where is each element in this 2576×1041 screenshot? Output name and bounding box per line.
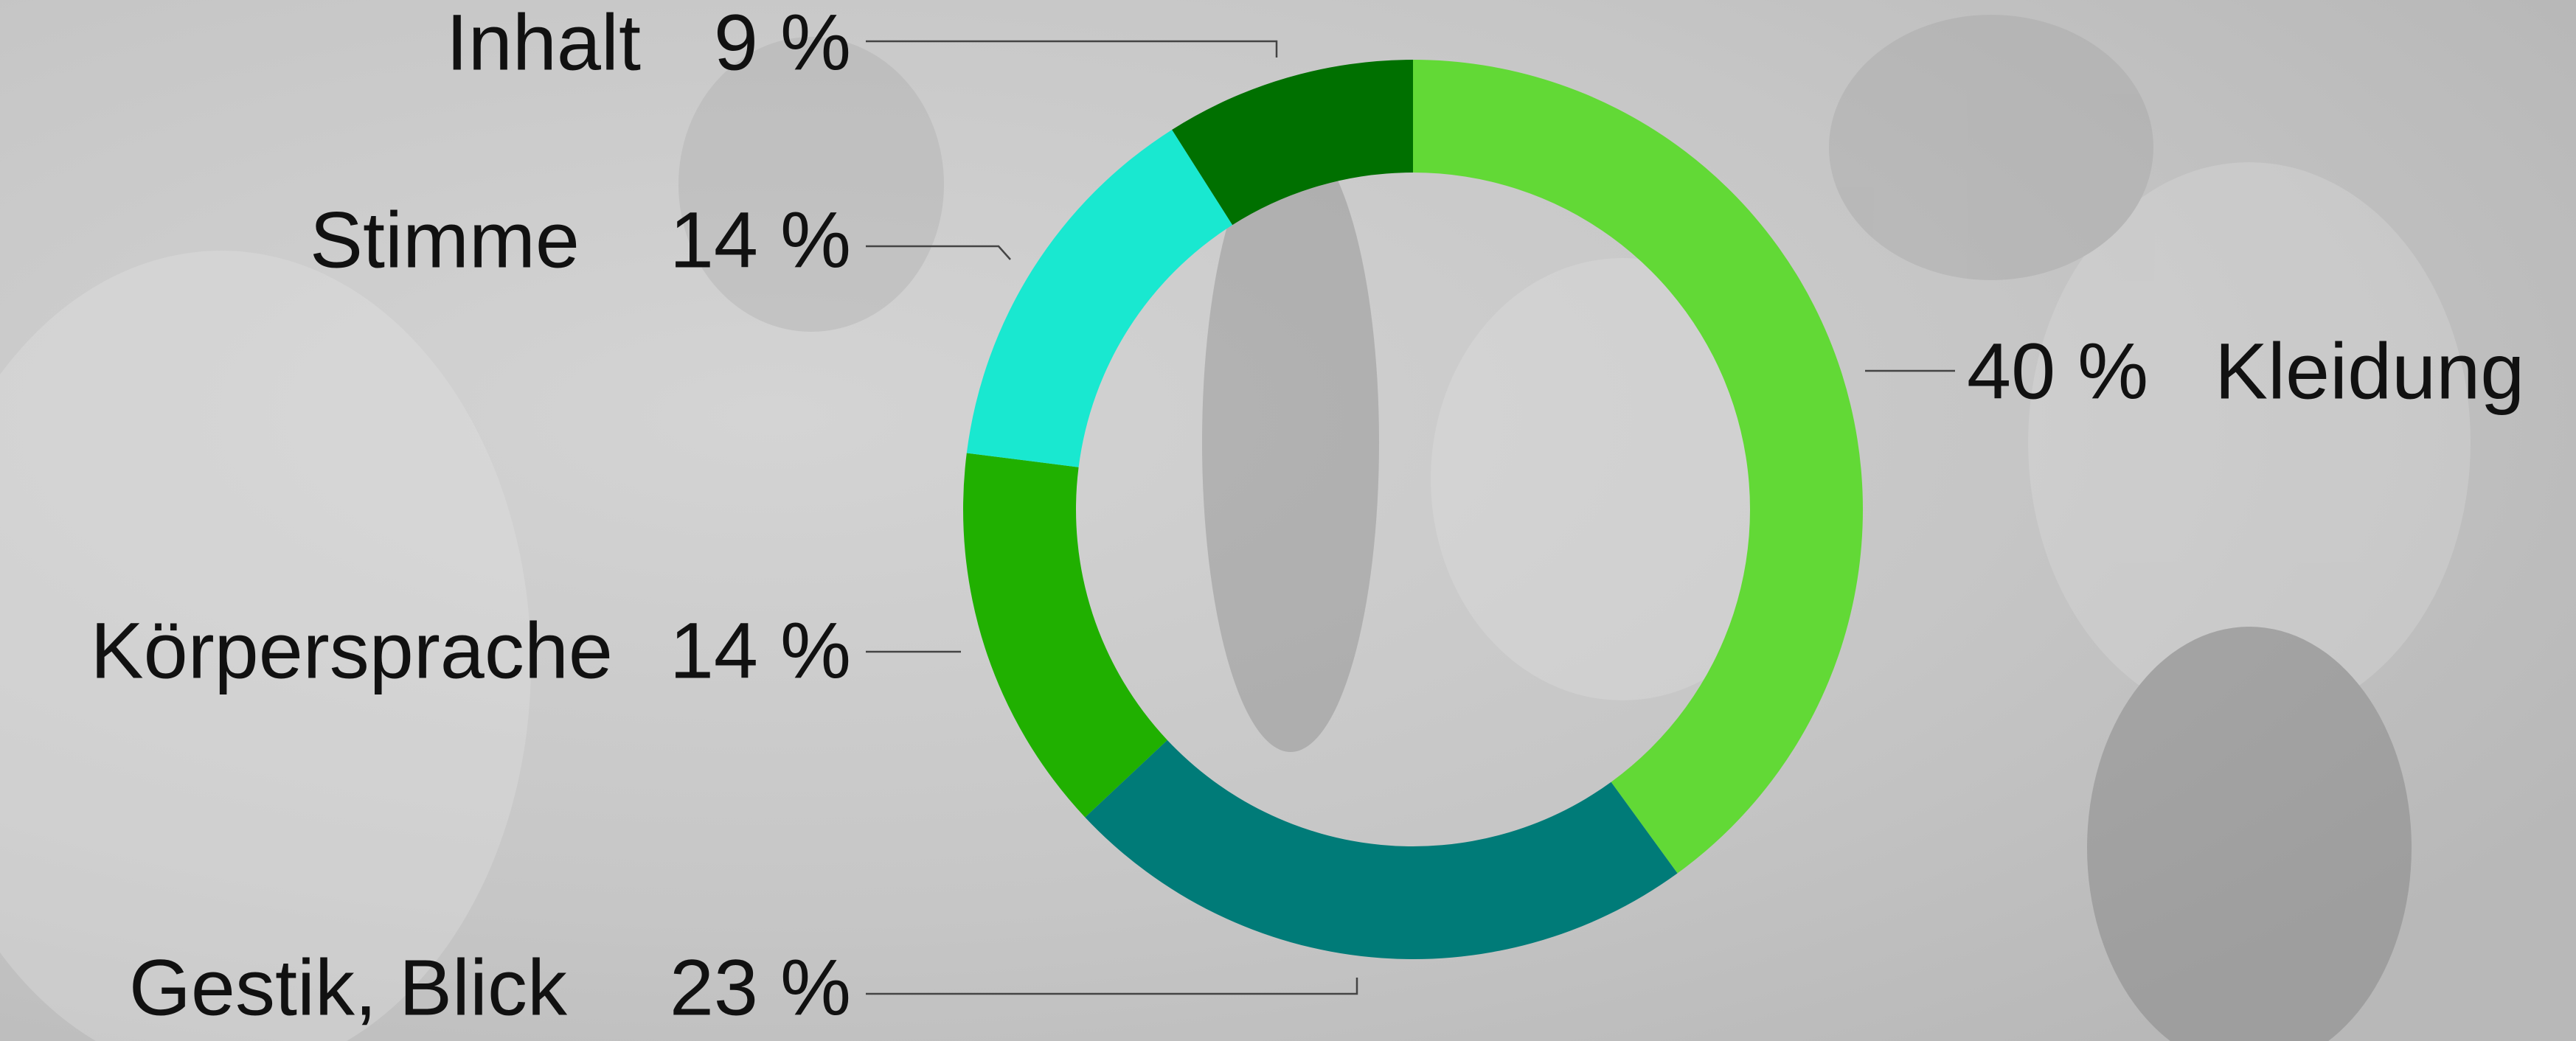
value-label: 14 % xyxy=(670,606,851,695)
category-label: Kleidung xyxy=(2215,327,2524,416)
value-label: 23 % xyxy=(670,943,851,1032)
value-label: 40 % xyxy=(1967,327,2148,416)
category-label: Körpersprache xyxy=(91,606,613,695)
page: 40 % Kleidung 23 % Gestik, Blick 14 % Körpers… xyxy=(0,0,2576,1041)
category-label: Gestik, Blick xyxy=(129,943,568,1032)
chart: 40 % Kleidung 23 % Gestik, Blick 14 % Körpers… xyxy=(0,0,2576,1041)
value-label: 9 % xyxy=(714,0,851,87)
value-label: 14 % xyxy=(670,195,851,285)
category-label: Inhalt xyxy=(446,0,641,87)
category-label: Stimme xyxy=(310,195,580,285)
